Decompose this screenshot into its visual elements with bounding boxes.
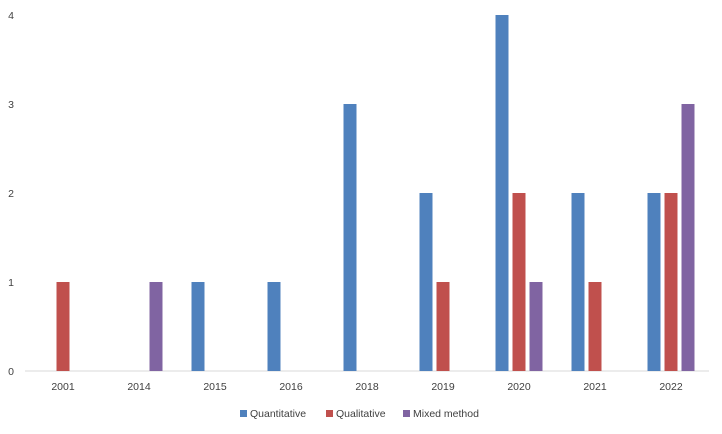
y-tick-label: 0 [8,366,14,378]
x-tick-label: 2014 [127,381,151,393]
y-tick-label: 3 [8,99,14,111]
legend: Quantitative Qualitative Mixed method [240,408,479,420]
x-tick-label: 2022 [659,381,683,393]
x-tick-label: 2015 [203,381,227,393]
x-tick-label: 2016 [279,381,303,393]
bar-quantitative-2020 [495,15,509,371]
y-axis-ticks: 0 1 2 3 4 [8,10,14,378]
x-tick-label: 2020 [507,381,531,393]
bar-quantitative-2015 [191,282,205,371]
legend-swatch [240,410,247,417]
x-tick-label: 2021 [583,381,607,393]
bar-quantitative-2021 [571,193,585,371]
y-tick-label: 4 [8,10,14,22]
bar-quantitative-2019 [419,193,433,371]
bar-qualitative-2001 [56,282,70,371]
x-tick-label: 2001 [51,381,75,393]
x-axis-ticks: 2001 2014 2015 2016 2018 2019 2020 2021 2022 [51,381,683,393]
x-tick-label: 2019 [431,381,455,393]
legend-label: Mixed method [413,408,479,420]
y-tick-label: 2 [8,188,14,200]
bar-qualitative-2020 [512,193,526,371]
bar-quantitative-2016 [267,282,281,371]
legend-swatch [326,410,333,417]
y-tick-label: 1 [8,277,14,289]
bar-quantitative-2022 [647,193,661,371]
legend-label: Qualitative [336,408,386,420]
bar-qualitative-2019 [436,282,450,371]
x-tick-label: 2018 [355,381,379,393]
legend-label: Quantitative [250,408,306,420]
bar-mixed-method-2020 [529,282,543,371]
bar-quantitative-2018 [343,104,357,371]
bars [56,15,695,371]
legend-swatch [403,410,410,417]
bar-qualitative-2021 [588,282,602,371]
bar-qualitative-2022 [664,193,678,371]
bar-mixed-method-2022 [681,104,695,371]
bar-mixed-method-2014 [149,282,163,371]
